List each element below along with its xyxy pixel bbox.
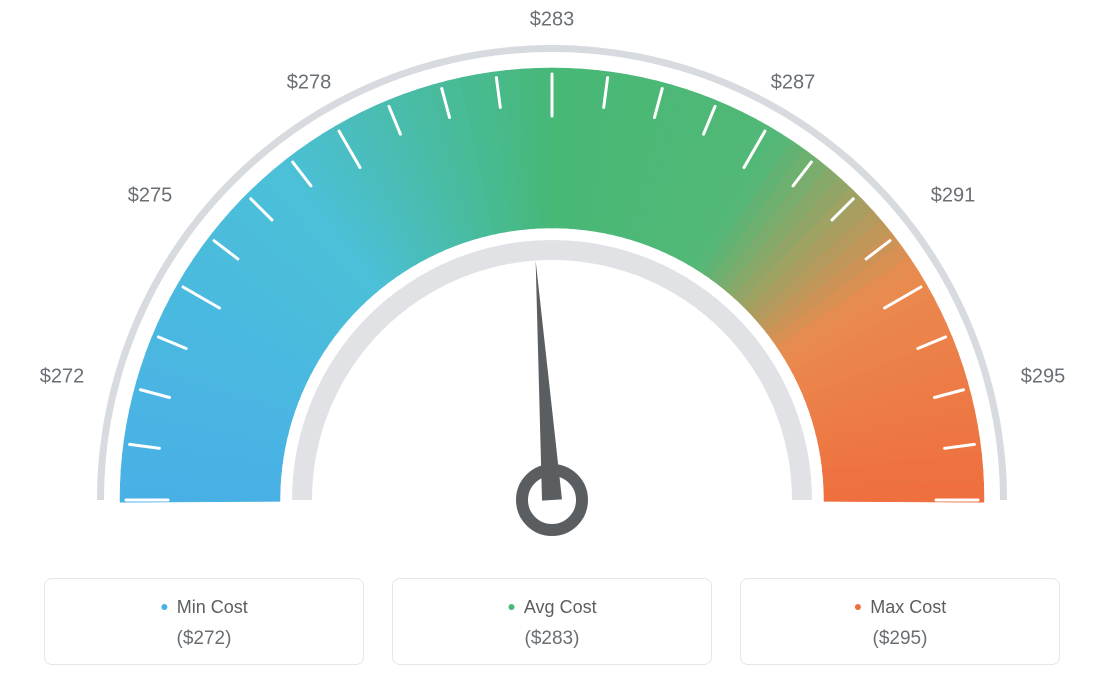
gauge-chart [0, 0, 1104, 560]
legend-label-max: Max Cost [751, 597, 1049, 618]
tick-label: $278 [287, 72, 332, 95]
legend-row: Min Cost ($272) Avg Cost ($283) Max Cost… [0, 578, 1104, 665]
legend-value-max: ($295) [751, 628, 1049, 650]
legend-card-min: Min Cost ($272) [44, 578, 364, 665]
cost-gauge-infographic: $272 $275 $278 $283 $287 $291 $295 Min Cost ($… [0, 0, 1104, 690]
legend-label-avg: Avg Cost [403, 597, 701, 618]
tick-label: $272 [40, 366, 85, 389]
legend-label-min: Min Cost [55, 597, 353, 618]
tick-label: $291 [931, 185, 976, 208]
tick-label: $295 [1021, 366, 1066, 389]
gauge-area: $272 $275 $278 $283 $287 $291 $295 [0, 0, 1104, 560]
legend-value-avg: ($283) [403, 628, 701, 650]
tick-label: $275 [128, 185, 173, 208]
legend-card-avg: Avg Cost ($283) [392, 578, 712, 665]
tick-label: $283 [530, 9, 575, 32]
legend-value-min: ($272) [55, 628, 353, 650]
tick-label: $287 [771, 72, 816, 95]
legend-card-max: Max Cost ($295) [740, 578, 1060, 665]
